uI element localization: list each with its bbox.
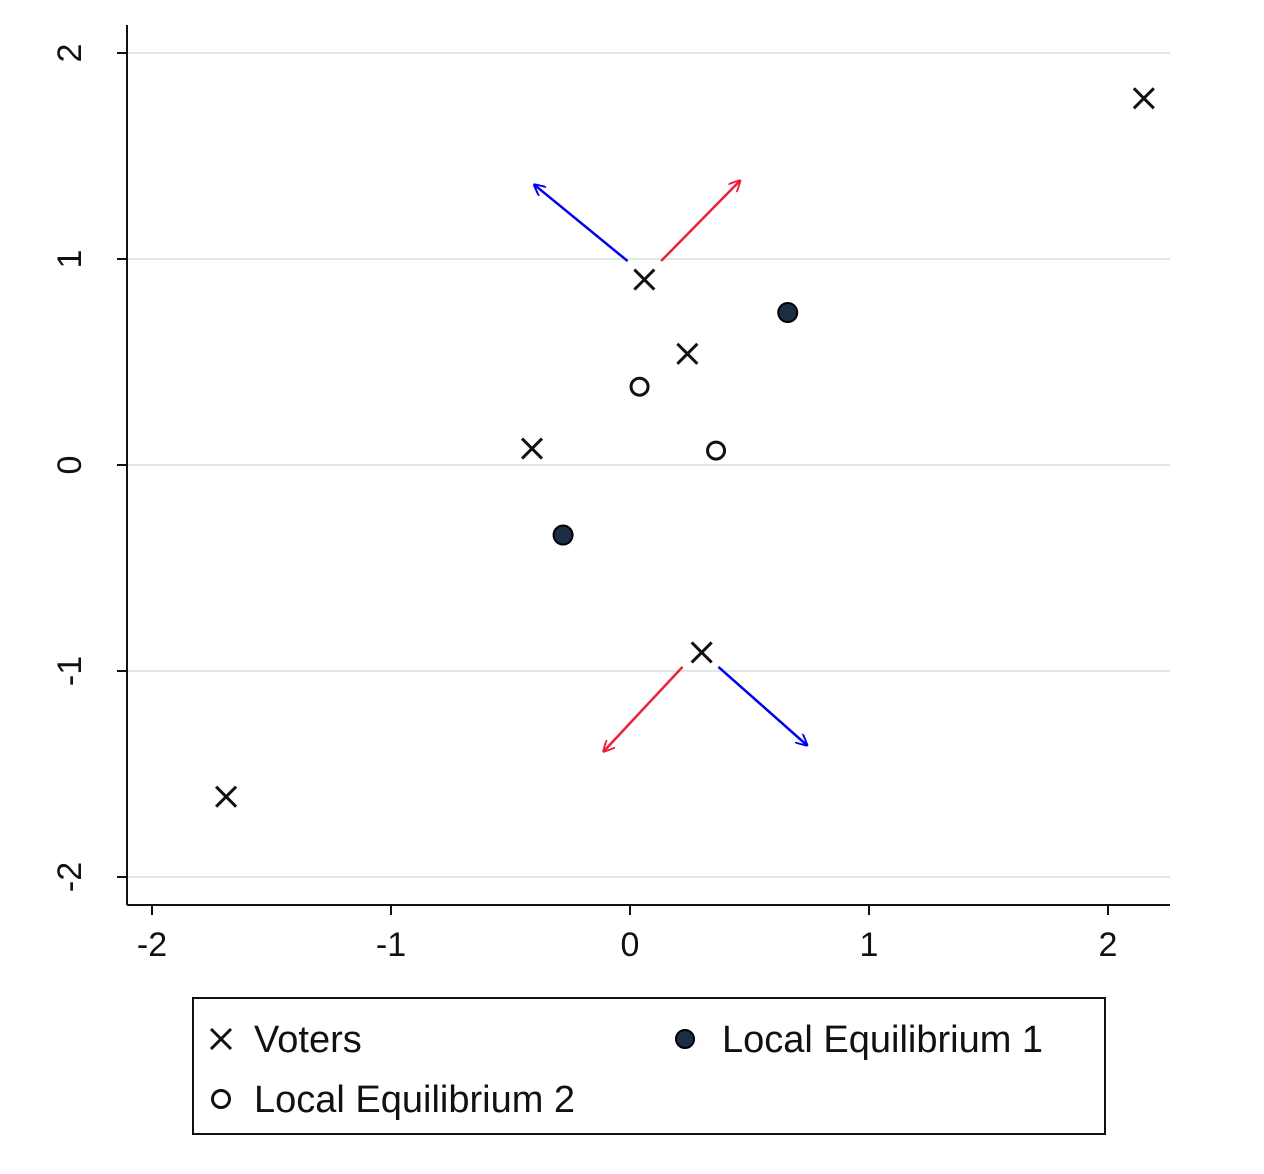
y-tick-label: 0 [51, 456, 89, 475]
legend-marker-voters [209, 1027, 233, 1051]
x-tick-label: -1 [376, 926, 406, 964]
red-arrow [660, 181, 740, 262]
legend: Voters Local Equilibrium 1 Local Equilib… [192, 997, 1106, 1135]
gridlines [127, 52, 1170, 878]
local-equilibrium-1-point [777, 302, 799, 324]
axes: -2 -1 0 1 2 -2 -1 0 1 2 [51, 25, 1170, 964]
voter-point [520, 437, 544, 460]
voter-point [690, 641, 713, 664]
x-tick-label: 1 [860, 926, 879, 964]
blue-arrow [534, 185, 629, 263]
direction-arrows [534, 181, 806, 752]
y-tick-label: -2 [51, 862, 89, 892]
y-tick-label: 1 [51, 250, 89, 269]
legend-marker-local-equilibrium-1 [675, 1029, 695, 1049]
legend-label-voters: Voters [254, 1019, 362, 1061]
x-tick-label: 2 [1099, 926, 1118, 964]
voter-point [215, 785, 238, 808]
red-arrow [604, 666, 684, 751]
x-tick-label: -2 [137, 926, 167, 964]
voter-point [633, 268, 656, 291]
legend-box [192, 997, 1106, 1135]
voter-point [676, 342, 699, 365]
x-tick-label: 0 [621, 926, 640, 964]
y-tick-label: -1 [51, 656, 89, 686]
blue-arrow [717, 665, 806, 745]
voter-point [1132, 87, 1155, 110]
local-equilibrium-1-point [552, 524, 574, 546]
legend-label-local-equilibrium-2: Local Equilibrium 2 [254, 1079, 575, 1121]
local-equilibrium-2-point [629, 376, 650, 397]
data-points [215, 87, 1155, 808]
y-tick-label: 2 [51, 44, 89, 63]
legend-label-local-equilibrium-1: Local Equilibrium 1 [722, 1019, 1043, 1061]
legend-marker-local-equilibrium-2 [211, 1089, 231, 1109]
local-equilibrium-2-point [706, 440, 727, 461]
